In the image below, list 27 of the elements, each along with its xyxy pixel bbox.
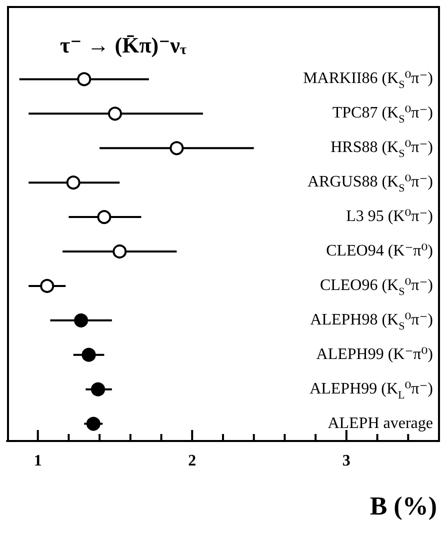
point <box>77 72 92 86</box>
x-tick-label: 1 <box>34 452 42 470</box>
point <box>82 348 96 362</box>
y-tick-label: ALEPH99 (K$_{L}$⁰π⁻) <box>310 380 433 401</box>
x-tick-label: 3 <box>342 452 350 470</box>
point <box>66 176 80 190</box>
y-tick-label: CLEO96 (K$_{S}$⁰π⁻) <box>320 276 433 298</box>
point <box>108 106 122 121</box>
point <box>74 313 88 328</box>
y-tick-label: ARGUS88 (K$_{S}$⁰π⁻) <box>307 173 433 194</box>
y-tick-label: TPC87 (K$_{S}$⁰π⁻) <box>332 104 433 126</box>
y-tick-label: L3 95 (K⁰π⁻) <box>346 208 433 225</box>
x-tick-label: 2 <box>188 452 196 470</box>
chart-title: τ⁻ → (K̄π)⁻ντ <box>60 32 188 58</box>
point <box>97 210 112 224</box>
point <box>91 382 106 396</box>
y-tick-label: ALEPH99 (K⁻π⁰) <box>316 346 433 363</box>
point <box>170 141 184 156</box>
point <box>86 416 100 431</box>
y-tick-label: ALEPH98 (K$_{S}$⁰π⁻) <box>310 311 433 332</box>
x-axis-title: B (%) <box>370 492 437 520</box>
y-tick-label: CLEO94 (K⁻π⁰) <box>326 242 433 260</box>
point <box>112 244 127 258</box>
y-tick-label: MARKII86 (K$_{S}$⁰π⁻) <box>303 70 433 91</box>
y-tick-label: ALEPH average <box>328 414 433 432</box>
y-tick-label: HRS88 (K$_{S}$⁰π⁻) <box>330 138 433 160</box>
point <box>40 278 54 293</box>
